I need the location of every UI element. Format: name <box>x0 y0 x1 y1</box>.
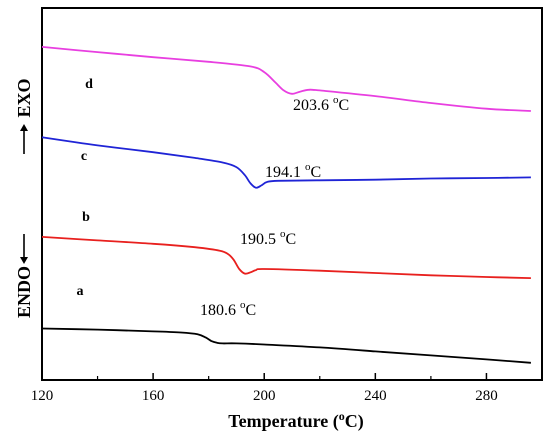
endo-arrowhead <box>20 257 28 264</box>
x-tick-label: 120 <box>31 388 54 404</box>
series-letter-d: d <box>85 77 93 92</box>
series-letter-b: b <box>82 210 90 225</box>
transition-annotation-a: 180.6 oC <box>200 299 256 319</box>
y-label-exo: EXO <box>14 78 34 117</box>
series-line-d <box>41 46 531 112</box>
series-letter-c: c <box>81 149 87 164</box>
y-label-endo: ENDO <box>14 266 34 318</box>
transition-annotation-b: 190.5 oC <box>240 228 296 248</box>
plot-area: 120 160 200 240 280 Temperature (oC) ENDO EXO a 1… <box>14 7 543 432</box>
x-tick-label: 240 <box>364 388 387 404</box>
series-line-c <box>41 136 531 189</box>
series-letter-a: a <box>77 284 84 299</box>
transition-annotation-c: 194.1 oC <box>265 161 321 181</box>
x-tick-label: 280 <box>475 388 498 404</box>
x-axis-title: Temperature (oC) <box>228 409 363 432</box>
plot-frame <box>41 7 543 381</box>
x-tick-label: 160 <box>142 388 165 404</box>
exo-arrowhead <box>20 124 28 131</box>
y-axis-title: ENDO EXO <box>14 78 34 318</box>
series-line-b <box>41 236 531 279</box>
transition-annotation-d: 203.6 oC <box>293 94 349 114</box>
series-line-a <box>41 327 531 364</box>
x-tick-label: 200 <box>253 388 276 404</box>
